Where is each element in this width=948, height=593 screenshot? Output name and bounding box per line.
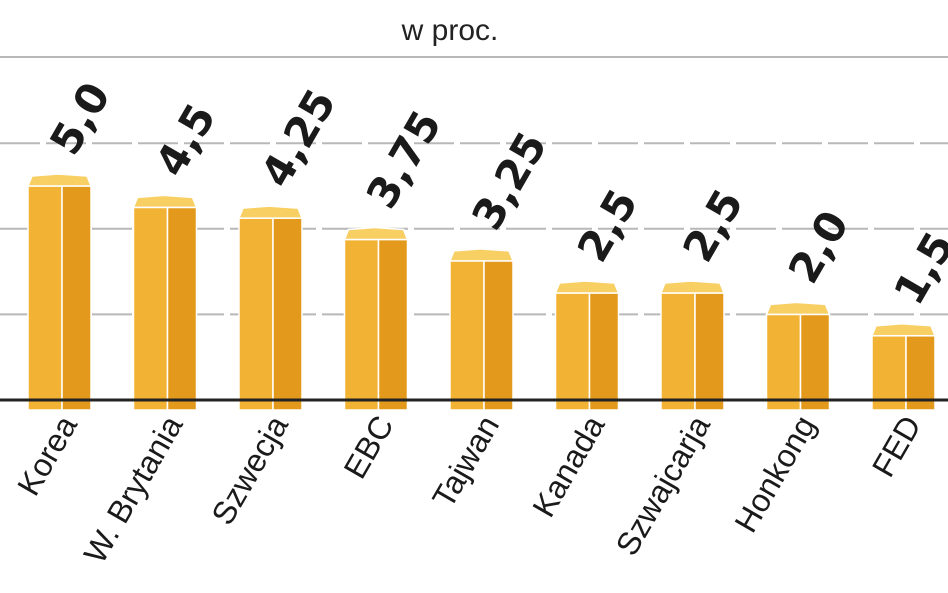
bar-top [343, 226, 409, 241]
bar-side [588, 292, 620, 411]
value-label: 2,0 [779, 202, 859, 291]
bar-side [272, 217, 303, 411]
bar-side [166, 206, 198, 411]
value-label: 1,5 [884, 224, 948, 313]
category-label: Kanada [525, 409, 611, 523]
category-label: Szwecja [204, 409, 295, 530]
value-label: 3,75 [357, 102, 451, 216]
bar-top [132, 194, 198, 209]
bar-front [765, 313, 802, 411]
bar-front [132, 206, 169, 411]
bar [26, 173, 93, 411]
bar-side [483, 260, 514, 411]
bar [237, 205, 304, 411]
bar-side [905, 335, 936, 411]
value-label: 3,25 [462, 124, 556, 238]
bar [765, 301, 831, 411]
bar-top [237, 205, 304, 219]
bar-front [343, 238, 380, 411]
value-label: 2,5 [673, 181, 753, 270]
bar [343, 226, 409, 411]
bar-top [26, 173, 93, 187]
category-label: Tajwan [425, 410, 506, 514]
bars [0, 173, 948, 411]
category-label: EBC [336, 410, 400, 485]
bar [448, 248, 515, 411]
bar-side [61, 185, 92, 411]
category-label: FED [865, 410, 928, 483]
category-label: Korea [10, 409, 84, 501]
bar-side [799, 313, 831, 411]
bar-top [765, 301, 831, 316]
value-label: 4,25 [251, 81, 345, 195]
bar-top [554, 280, 620, 294]
category-label: Honkong [727, 410, 822, 539]
bar [132, 194, 198, 411]
bar-side [377, 238, 409, 411]
category-label: Szwajcarja [609, 409, 718, 561]
category-label: W. Brytania [77, 409, 190, 569]
bar [870, 323, 937, 411]
bar-side [694, 292, 725, 411]
bar-front [660, 292, 696, 411]
unit-label: w proc. [401, 14, 499, 47]
bar-top [448, 248, 515, 262]
value-label: 4,5 [146, 95, 226, 184]
bar-top [870, 323, 937, 337]
bar [554, 280, 620, 411]
bar [659, 280, 726, 411]
bar-front [27, 185, 63, 411]
value-label: 5,0 [40, 74, 120, 163]
value-label: 2,5 [568, 181, 648, 270]
bar-top [659, 280, 726, 294]
bar-front [449, 260, 485, 411]
bar-front [554, 292, 591, 411]
bar-front [238, 217, 274, 411]
